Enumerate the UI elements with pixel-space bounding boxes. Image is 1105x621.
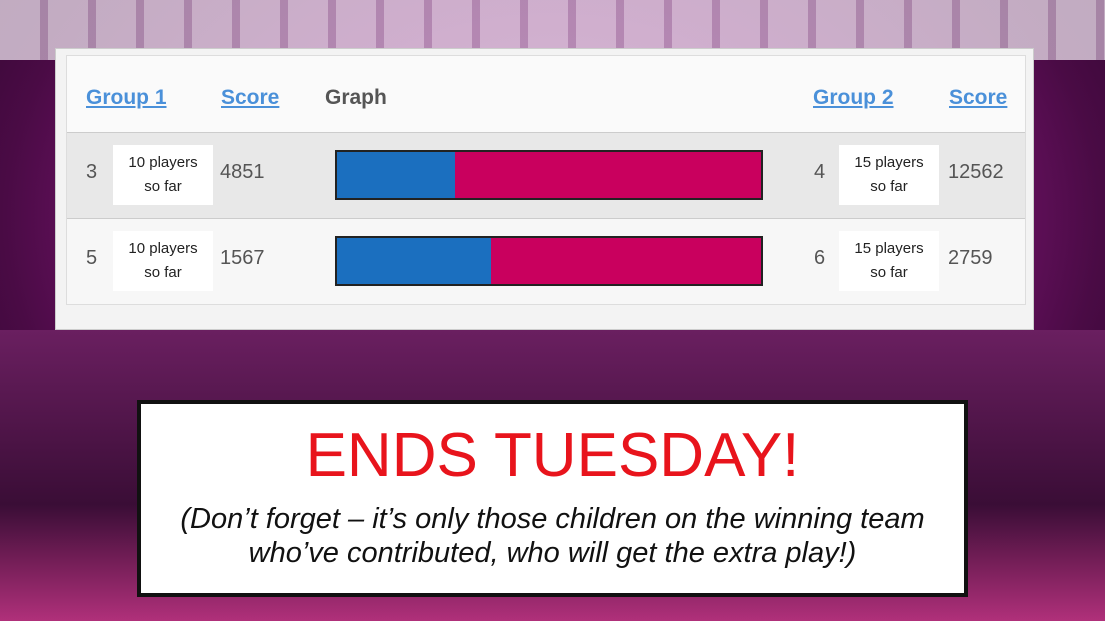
player-count: 10 players so far [113,145,213,205]
player-count: 15 players so far [839,145,939,205]
header-link[interactable]: Score [949,86,1007,110]
graph-segment [337,152,455,198]
score: 12562 [948,161,1004,184]
score: 2759 [948,247,993,270]
group-number: 5 [86,247,97,270]
banner: ENDS TUESDAY! (Don’t forget – it’s only … [137,400,968,597]
table-row: 3 10 players so far 4851 4 15 players so far… [67,132,1025,218]
leaderboard-table: Group 1 Score Graph Group 2 Score 3 10 pl… [66,55,1026,305]
table-row: 5 10 players so far 1567 6 15 players so far… [67,218,1025,304]
leaderboard-panel: Group 1 Score Graph Group 2 Score 3 10 pl… [55,48,1034,330]
header-link[interactable]: Score [221,86,279,110]
graph-segment [337,238,491,284]
banner-note: (Don’t forget – it’s only those children… [155,502,950,570]
player-count: 10 players so far [113,231,213,291]
group-number: 4 [814,161,825,184]
group-number: 3 [86,161,97,184]
graph-segment [455,152,761,198]
score: 1567 [220,247,265,270]
slide: Group 1 Score Graph Group 2 Score 3 10 pl… [0,0,1105,621]
banner-title: ENDS TUESDAY! [141,420,964,492]
header: Graph [325,86,387,110]
score: 4851 [220,161,265,184]
header-link[interactable]: Group 1 [86,86,167,110]
header-link[interactable]: Group 2 [813,86,894,110]
score-graph [335,150,763,200]
player-count: 15 players so far [839,231,939,291]
group-number: 6 [814,247,825,270]
graph-segment [491,238,761,284]
score-graph [335,236,763,286]
